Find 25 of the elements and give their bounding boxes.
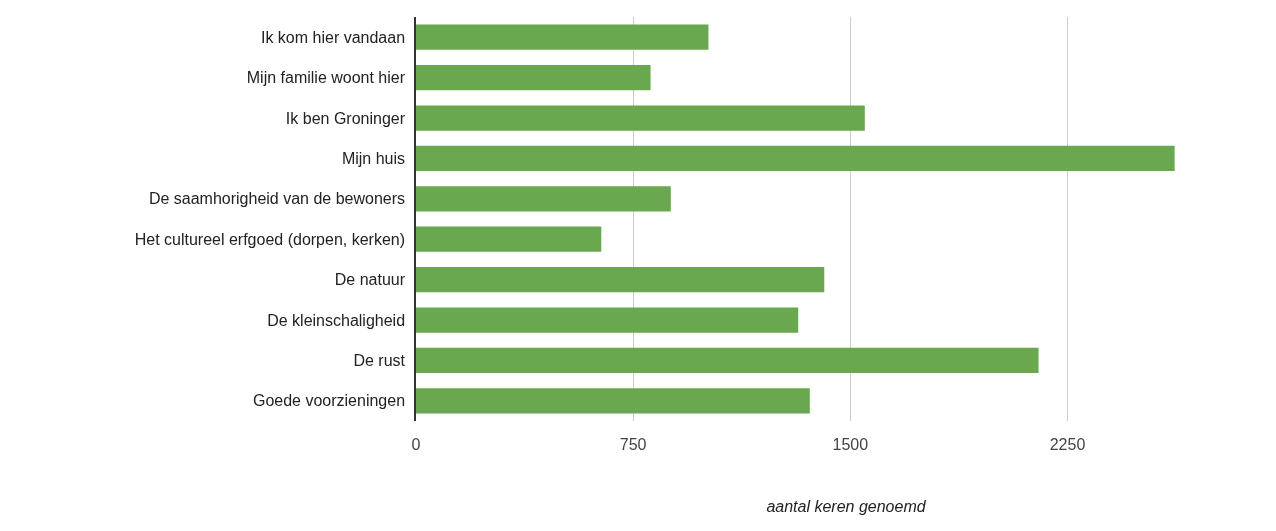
bar: [416, 64, 651, 91]
bar: [416, 266, 825, 293]
y-tick-label: De kleinschaligheid: [267, 311, 406, 329]
bar: [416, 347, 1039, 374]
x-tick-label: 750: [619, 436, 647, 453]
y-tick-label: Mijn familie woont hier: [246, 69, 406, 87]
y-tick-label: De saamhorigheid van de bewoners: [148, 190, 406, 208]
y-tick-label: Ik ben Groninger: [285, 109, 406, 127]
y-tick-label: Mijn huis: [341, 150, 406, 167]
bar: [416, 388, 810, 414]
y-tick-label: Ik kom hier vandaan: [260, 28, 406, 46]
bar: [416, 24, 709, 50]
y-tick-label: Het cultureel erfgoed (dorpen, kerken): [134, 230, 406, 248]
y-tick-label: Goede voorzieningen: [252, 392, 406, 410]
bar: [416, 145, 1175, 172]
x-axis-title: aantal keren genoemd: [766, 497, 927, 515]
bar: [416, 307, 799, 333]
y-tick-label: De natuur: [334, 271, 406, 289]
x-tick-label: 1500: [832, 436, 869, 453]
x-tick-label: 0: [411, 436, 421, 453]
x-tick-label: 2250: [1049, 436, 1086, 453]
bar: [416, 186, 671, 212]
bar: [416, 105, 865, 131]
bar: [416, 226, 602, 252]
y-tick-label: De rust: [353, 352, 406, 369]
